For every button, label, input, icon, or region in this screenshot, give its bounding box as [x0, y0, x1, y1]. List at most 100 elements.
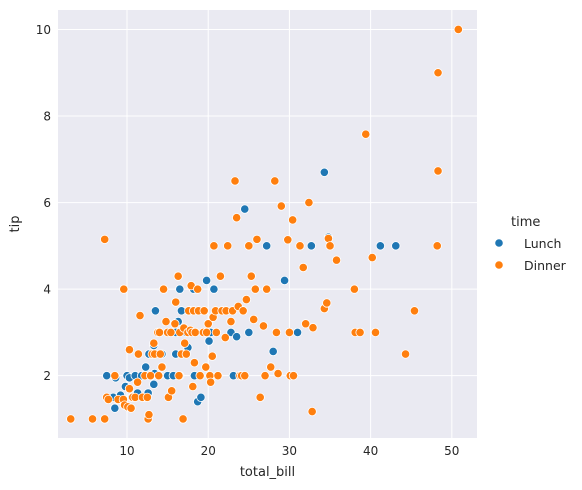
- data-point-lunch: [268, 346, 278, 357]
- x-tick-label: 40: [363, 444, 378, 458]
- data-point-dinner: [149, 338, 159, 348]
- data-point-dinner: [66, 414, 76, 424]
- data-point-dinner: [270, 176, 280, 186]
- data-point-lunch: [279, 275, 290, 286]
- data-point-dinner: [110, 371, 120, 381]
- data-point-dinner: [246, 271, 256, 281]
- data-point-dinner: [119, 284, 129, 294]
- data-point-dinner: [367, 252, 377, 263]
- x-axis-ticks: 10 20 30 40 50: [119, 444, 459, 458]
- legend-marker-lunch: [494, 238, 504, 248]
- data-point-dinner: [124, 345, 135, 355]
- data-point-dinner: [87, 414, 98, 424]
- y-tick-label: 8: [43, 110, 51, 124]
- data-point-dinner: [132, 377, 143, 387]
- legend-label-dinner: Dinner: [524, 258, 567, 273]
- data-point-dinner: [433, 166, 443, 176]
- x-tick-label: 30: [282, 444, 297, 458]
- data-point-dinner: [142, 392, 152, 402]
- data-point-lunch: [375, 241, 385, 251]
- data-point-dinner: [211, 327, 221, 338]
- data-point-lunch: [141, 362, 151, 372]
- data-point-dinner: [432, 241, 442, 251]
- data-point-dinner: [206, 377, 216, 387]
- data-point-dinner: [453, 24, 463, 35]
- data-point-dinner: [260, 371, 270, 381]
- data-point-dinner: [161, 316, 171, 327]
- data-point-dinner: [298, 262, 308, 273]
- data-point-lunch: [102, 371, 112, 381]
- data-point-dinner: [226, 316, 236, 327]
- data-point-dinner: [295, 241, 305, 251]
- data-point-dinner: [308, 323, 318, 333]
- data-point-dinner: [276, 201, 286, 211]
- data-point-lunch: [196, 392, 206, 402]
- data-point-dinner: [207, 351, 217, 361]
- data-point-lunch: [240, 204, 250, 214]
- data-point-dinner: [178, 414, 188, 424]
- data-point-dinner: [361, 129, 371, 139]
- data-point-dinner: [157, 362, 167, 372]
- legend: time Lunch Dinner: [494, 215, 567, 273]
- data-point-lunch: [149, 379, 159, 389]
- data-point-lunch: [244, 327, 254, 338]
- y-axis-ticks: 2 4 6 8 10: [36, 23, 51, 383]
- data-point-dinner: [195, 371, 205, 381]
- data-point-dinner: [266, 362, 276, 372]
- y-tick-label: 2: [43, 369, 51, 383]
- data-point-dinner: [145, 371, 156, 381]
- data-point-dinner: [241, 294, 251, 305]
- data-point-lunch: [175, 284, 185, 294]
- data-point-lunch: [232, 332, 242, 342]
- data-point-dinner: [283, 235, 293, 245]
- y-tick-label: 4: [43, 283, 51, 297]
- data-point-dinner: [181, 349, 191, 359]
- data-point-dinner: [170, 319, 180, 329]
- data-point-dinner: [400, 349, 411, 359]
- data-point-lunch: [204, 336, 214, 346]
- data-point-dinner: [209, 241, 219, 251]
- data-point-lunch: [209, 284, 219, 294]
- data-point-dinner: [322, 298, 332, 308]
- data-points: [66, 24, 463, 424]
- data-point-dinner: [288, 371, 299, 381]
- data-point-dinner: [273, 368, 283, 379]
- data-point-lunch: [262, 241, 272, 251]
- data-point-dinner: [262, 284, 272, 294]
- data-point-dinner: [190, 327, 200, 338]
- y-axis-label: tip: [8, 216, 23, 233]
- data-point-dinner: [325, 241, 335, 251]
- x-tick-label: 50: [444, 444, 459, 458]
- data-point-dinner: [124, 384, 135, 394]
- data-point-lunch: [306, 241, 316, 251]
- data-point-dinner: [133, 349, 143, 359]
- data-point-dinner: [258, 321, 269, 331]
- data-point-lunch: [150, 306, 161, 316]
- data-point-lunch: [319, 167, 329, 177]
- data-point-dinner: [230, 176, 240, 186]
- legend-label-lunch: Lunch: [524, 236, 561, 251]
- data-point-dinner: [103, 394, 113, 405]
- data-point-dinner: [135, 310, 145, 321]
- data-point-dinner: [173, 271, 183, 281]
- data-point-dinner: [370, 327, 381, 338]
- data-point-dinner: [355, 327, 365, 338]
- data-point-dinner: [433, 68, 443, 78]
- x-tick-label: 20: [201, 444, 216, 458]
- data-point-dinner: [349, 284, 359, 294]
- data-point-dinner: [301, 319, 311, 329]
- data-point-dinner: [215, 271, 226, 281]
- data-point-dinner: [223, 241, 233, 251]
- y-tick-label: 10: [36, 23, 51, 37]
- data-point-dinner: [167, 386, 177, 396]
- data-point-dinner: [240, 371, 250, 381]
- data-point-dinner: [323, 233, 334, 244]
- data-point-dinner: [201, 327, 212, 338]
- data-point-dinner: [250, 284, 260, 294]
- legend-marker-dinner: [494, 260, 504, 270]
- data-point-dinner: [126, 403, 136, 413]
- data-point-dinner: [174, 371, 184, 381]
- data-point-dinner: [244, 241, 254, 251]
- data-point-dinner: [199, 306, 209, 316]
